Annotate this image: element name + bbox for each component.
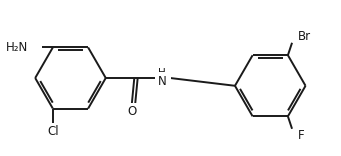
Text: Br: Br (298, 29, 311, 43)
Text: O: O (127, 105, 136, 118)
Text: Cl: Cl (47, 125, 59, 138)
Text: H: H (159, 68, 166, 78)
Text: H: H (161, 73, 169, 83)
Text: F: F (298, 129, 305, 142)
Text: N: N (158, 75, 167, 88)
Text: H₂N: H₂N (6, 41, 28, 54)
